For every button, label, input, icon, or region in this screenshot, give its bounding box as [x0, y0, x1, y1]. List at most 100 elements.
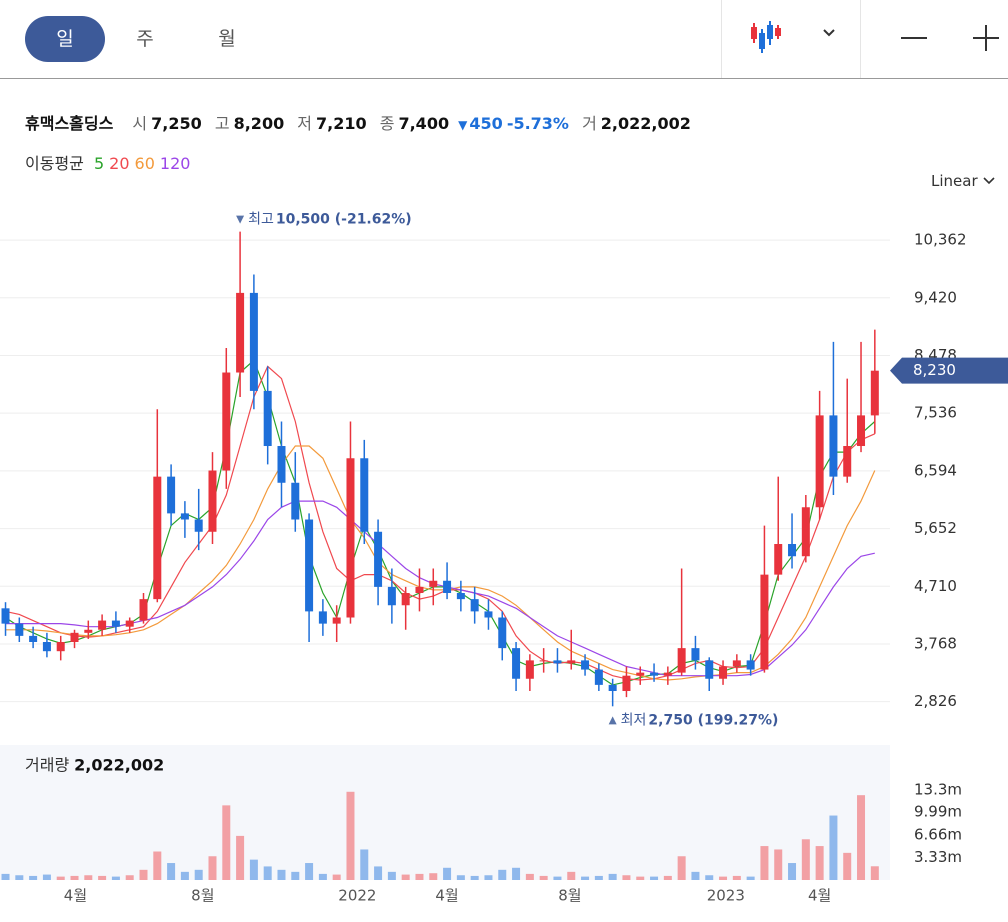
divider [721, 0, 722, 78]
volume-bar [387, 871, 396, 880]
candle-body [870, 370, 879, 416]
value: 7,250 [151, 114, 202, 133]
divider [860, 0, 861, 78]
volume-bar [249, 859, 258, 880]
candle-body [815, 415, 824, 508]
tab-week[interactable]: 주 [136, 28, 154, 50]
ma-label: 이동평균 [25, 154, 84, 173]
value: 8,200 [233, 114, 285, 133]
volume-bar [525, 873, 534, 880]
candle-body [70, 632, 79, 643]
candle-body [581, 660, 590, 670]
candle-body [139, 599, 148, 621]
volume-bar [194, 869, 203, 880]
volume-bar [663, 875, 672, 880]
ma-line [5, 500, 875, 677]
volume-bar [774, 849, 783, 880]
volume-bar [318, 873, 327, 880]
volume-bar [332, 874, 341, 880]
volume-bar [760, 846, 769, 880]
candle-body [622, 675, 631, 692]
candle-body [732, 660, 741, 667]
y-tick-label: 6.66m [914, 825, 962, 843]
candle-body [677, 648, 686, 673]
candle-body [15, 623, 24, 636]
candle-body [208, 470, 217, 532]
volume-bar [539, 875, 548, 880]
chart-type-button[interactable] [745, 15, 855, 60]
candle-body [56, 642, 65, 652]
candle-body [318, 611, 327, 624]
candle-body [663, 672, 672, 676]
legend-entry: 5 [93, 154, 105, 173]
volume-bar [470, 875, 479, 880]
candle-body [374, 531, 383, 587]
candle-body [42, 642, 51, 652]
candle-body [236, 292, 245, 373]
zoom-buttons[interactable] [895, 22, 1005, 56]
volume-bar [291, 871, 300, 880]
ma-line [5, 359, 876, 686]
volume-bar [167, 863, 176, 880]
volume-bar [498, 869, 507, 880]
candle-body [29, 635, 38, 643]
ma-line [5, 445, 876, 681]
volume-bar [581, 876, 590, 880]
volume-bar [801, 839, 810, 880]
volume-bar [677, 856, 686, 880]
volume-bar [608, 873, 617, 880]
y-tick-label: 5,652 [914, 519, 957, 537]
volume-bar [98, 875, 107, 880]
volume-value: 2,022,002 [74, 756, 164, 775]
candle-body [760, 574, 769, 670]
candle-body [553, 660, 562, 664]
y-tick-label: 6,594 [914, 461, 957, 479]
toolbar: 일 주 월 [0, 0, 1008, 79]
y-tick-label: 10,362 [914, 231, 967, 249]
volume-bar [691, 871, 700, 880]
value: 7,400 [398, 114, 450, 133]
annotation-value: 2,750 (199.27%) [648, 712, 778, 728]
tab-month[interactable]: 월 [218, 28, 236, 50]
x-tick-label: 2022 [338, 887, 376, 905]
candle-body [691, 648, 700, 661]
candle-body [484, 611, 493, 618]
volume-bar [843, 852, 852, 880]
y-tick-label: 3,768 [914, 634, 957, 652]
volume-bar [139, 869, 148, 880]
volume-bar [512, 867, 521, 880]
candle-body [263, 390, 272, 447]
change: 450 [469, 114, 503, 133]
candle-body [222, 372, 231, 471]
volume-bar [277, 869, 286, 880]
candle-body [305, 519, 314, 612]
volume-bar [29, 875, 38, 880]
legend-entry: 120 [159, 154, 191, 173]
candle-body [1, 608, 10, 624]
volume-bar [705, 875, 714, 880]
volume-bar [870, 866, 879, 880]
y-tick-label: 4,710 [914, 577, 957, 595]
candle-body [539, 660, 548, 662]
volume-bar [153, 851, 162, 880]
candle-body [443, 580, 452, 594]
tab-day[interactable]: 일 [25, 16, 105, 62]
label: 저 [297, 114, 313, 133]
volume-bar [567, 871, 576, 880]
price-tag [890, 357, 1008, 384]
volume-bar [719, 876, 728, 880]
volume-bar [305, 863, 314, 880]
value: 2,022,002 [600, 114, 691, 133]
y-tick-label: 9.99m [914, 803, 962, 821]
candle-body [829, 415, 838, 477]
volume-bar [374, 866, 383, 880]
volume-bar [636, 876, 645, 880]
volume-bar [15, 875, 24, 880]
volume-bar [111, 876, 120, 880]
label: 거 [582, 114, 597, 133]
scale-select[interactable]: Linear [931, 172, 996, 190]
candle-body [857, 415, 866, 447]
candle-body [746, 660, 755, 670]
